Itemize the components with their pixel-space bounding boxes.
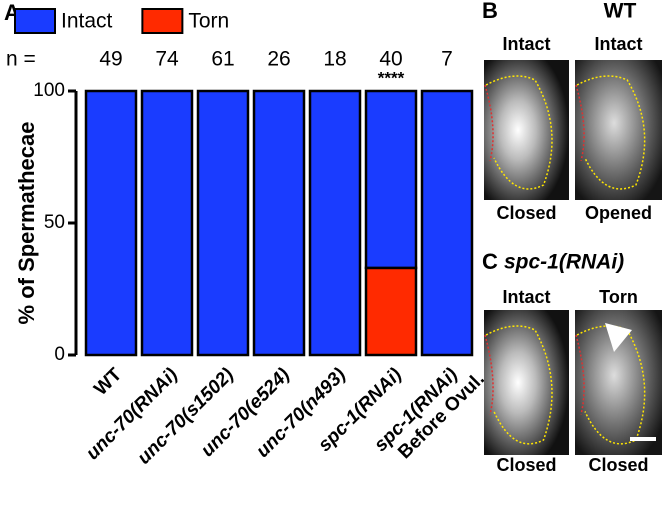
image-label: Closed — [496, 203, 556, 223]
n-value: 74 — [155, 48, 179, 71]
x-tick-label: unc-70(s1502) — [134, 364, 238, 468]
outline-red — [484, 334, 494, 415]
image-label: Intact — [502, 287, 550, 307]
micrograph — [575, 60, 662, 200]
y-tick-label: 50 — [44, 212, 65, 233]
panel-letter: C — [482, 249, 498, 274]
outline-red — [575, 334, 585, 415]
legend-label: Intact — [61, 10, 113, 33]
micrograph — [484, 310, 569, 455]
panel-title: spc-1(RNAi) — [504, 251, 624, 274]
legend-label: Torn — [188, 10, 229, 33]
n-value: 40 — [379, 48, 402, 71]
bar-segment — [140, 89, 194, 357]
micrograph — [484, 60, 569, 200]
image-label: Intact — [594, 34, 642, 54]
legend-swatch — [14, 8, 56, 34]
y-tick-label: 100 — [33, 80, 65, 101]
n-value: 26 — [267, 48, 290, 71]
outline-red — [575, 84, 585, 161]
bar-segment — [364, 266, 418, 357]
n-value: 7 — [441, 48, 453, 71]
image-label: Intact — [502, 34, 550, 54]
bar-segment — [252, 89, 306, 357]
significance: **** — [378, 68, 405, 87]
n-value: 61 — [211, 48, 234, 71]
outline-red — [484, 84, 494, 161]
y-axis-label: % of Spermathecae — [14, 122, 39, 325]
bar-segment — [84, 89, 138, 357]
arrowhead — [605, 323, 632, 352]
y-tick-label: 0 — [54, 344, 65, 365]
legend-swatch — [141, 8, 184, 34]
image-label: Closed — [496, 455, 556, 475]
bar-segment — [308, 89, 362, 357]
outline — [485, 325, 553, 445]
n-label: n = — [6, 48, 36, 71]
bar-segment — [196, 89, 250, 357]
panel-letter: B — [482, 0, 498, 23]
x-tick-label: WT — [90, 364, 126, 400]
n-value: 18 — [323, 48, 346, 71]
image-label: Torn — [599, 287, 638, 307]
bar-segment — [364, 89, 418, 270]
panel-title: WT — [604, 0, 637, 23]
n-value: 49 — [99, 48, 122, 71]
image-label: Closed — [588, 455, 648, 475]
outline — [576, 75, 646, 190]
bar-segment — [420, 89, 474, 357]
image-label: Opened — [585, 203, 652, 223]
